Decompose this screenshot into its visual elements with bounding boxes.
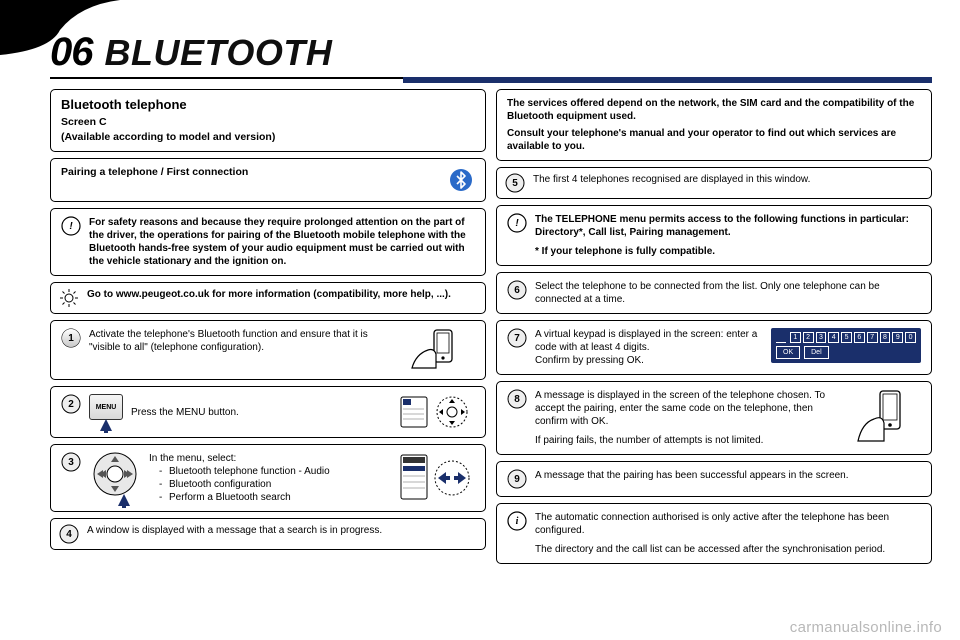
keypad-key[interactable]: 4 — [828, 332, 839, 343]
step-8b: If pairing fails, the number of attempts… — [535, 434, 835, 447]
footer-watermark: carmanualsonline.info — [790, 619, 942, 636]
step-8-box: 8 A message is displayed in the screen o… — [496, 381, 932, 455]
step-2-text: Press the MENU button. — [131, 406, 389, 419]
keypad-cursor — [776, 332, 786, 343]
step-7a: A virtual keypad is displayed in the scr… — [535, 328, 763, 354]
step-4-box: 4 A window is displayed with a message t… — [50, 518, 486, 550]
screen-menu-icon — [397, 394, 475, 430]
step-6-box: 6 Select the telephone to be connected f… — [496, 272, 932, 314]
intro-line1: Screen C — [61, 116, 475, 130]
step-7b: Confirm by pressing OK. — [535, 354, 763, 367]
step-3-box: 3 In the menu, select: Bluetooth telepho… — [50, 444, 486, 512]
safety-text: For safety reasons and because they requ… — [89, 216, 475, 268]
keypad-key[interactable]: 1 — [790, 332, 801, 343]
step-8a: A message is displayed in the screen of … — [535, 389, 835, 428]
keypad-key[interactable]: 3 — [816, 332, 827, 343]
page: 06 BLUETOOTH Bluetooth telephone Screen … — [0, 0, 960, 640]
virtual-keypad: 1 2 3 4 5 6 7 8 9 0 OK — [771, 328, 921, 363]
pairing-header-box: Pairing a telephone / First connection — [50, 158, 486, 202]
step-1-box: 1 Activate the telephone's Bluetooth fun… — [50, 320, 486, 380]
intro-title: Bluetooth telephone — [61, 97, 475, 114]
list-item: Perform a Bluetooth search — [159, 491, 389, 504]
list-item: Bluetooth telephone function - Audio — [159, 465, 389, 478]
step-badge-4: 4 — [59, 524, 79, 544]
nav-control-icon — [89, 452, 141, 504]
arrow-up-icon — [99, 419, 113, 433]
screen-list-icon — [397, 452, 475, 504]
step-6-text: Select the telephone to be connected fro… — [535, 280, 921, 306]
phone-hand-icon — [843, 389, 921, 445]
info-telephone-box: ! The TELEPHONE menu permits access to t… — [496, 205, 932, 266]
bluetooth-icon — [447, 166, 475, 194]
header-underline — [50, 77, 932, 83]
intro-line2: (Available according to model and versio… — [61, 131, 475, 145]
menu-button-label: MENU — [96, 403, 117, 412]
goto-text: Go to www.peugeot.co.uk for more informa… — [87, 288, 477, 301]
keypad-key[interactable]: 9 — [892, 332, 903, 343]
step-1-text: Activate the telephone's Bluetooth funct… — [89, 328, 389, 354]
keypad-key[interactable]: 0 — [905, 332, 916, 343]
list-item: Bluetooth configuration — [159, 478, 389, 491]
step-5-box: 5 The first 4 telephones recognised are … — [496, 167, 932, 199]
step-badge-8: 8 — [507, 389, 527, 409]
info-2a: The automatic connection authorised is o… — [535, 511, 921, 537]
step-badge-1: 1 — [61, 328, 81, 348]
keypad-key[interactable]: 8 — [880, 332, 891, 343]
safety-box: ! For safety reasons and because they re… — [50, 208, 486, 276]
goto-box: Go to www.peugeot.co.uk for more informa… — [50, 282, 486, 314]
keypad-del-button[interactable]: Del — [804, 346, 829, 359]
right-intro-box: The services offered depend on the netwo… — [496, 89, 932, 161]
step-badge-6: 6 — [507, 280, 527, 300]
step-badge-3: 3 — [61, 452, 81, 472]
step-badge-9: 9 — [507, 469, 527, 489]
exclaim-icon: ! — [507, 213, 527, 233]
right-intro-1: The services offered depend on the netwo… — [507, 97, 921, 123]
right-intro-2: Consult your telephone's manual and your… — [507, 127, 921, 153]
step-5-text: The first 4 telephones recognised are di… — [533, 173, 923, 186]
step-4-text: A window is displayed with a message tha… — [87, 524, 477, 537]
columns: Bluetooth telephone Screen C (Available … — [50, 89, 932, 613]
phone-hand-icon — [397, 328, 475, 372]
step-2-box: 2 MENU Press the MENU button. — [50, 386, 486, 438]
menu-button[interactable]: MENU — [89, 394, 123, 420]
info-1b: * If your telephone is fully compatible. — [535, 245, 921, 258]
right-column: The services offered depend on the netwo… — [496, 89, 932, 613]
info-auto-box: i The automatic connection authorised is… — [496, 503, 932, 564]
step-9-text: A message that the pairing has been succ… — [535, 469, 921, 482]
step-badge-7: 7 — [507, 328, 527, 348]
intro-box: Bluetooth telephone Screen C (Available … — [50, 89, 486, 152]
exclaim-icon: ! — [61, 216, 81, 236]
keypad-key[interactable]: 2 — [803, 332, 814, 343]
keypad-ok-button[interactable]: OK — [776, 346, 800, 359]
step-3-list: Bluetooth telephone function - Audio Blu… — [149, 465, 389, 504]
step-7-box: 7 A virtual keypad is displayed in the s… — [496, 320, 932, 375]
header-swoosh — [0, 0, 140, 60]
info-1a: The TELEPHONE menu permits access to the… — [535, 213, 921, 239]
info-2b: The directory and the call list can be a… — [535, 543, 921, 556]
pairing-header: Pairing a telephone / First connection — [61, 166, 439, 180]
step-badge-5: 5 — [505, 173, 525, 193]
keypad-key[interactable]: 6 — [854, 332, 865, 343]
sun-icon — [59, 288, 79, 308]
step-3-lead: In the menu, select: — [149, 452, 389, 465]
keypad-key[interactable]: 7 — [867, 332, 878, 343]
arrow-up-icon — [117, 494, 131, 508]
page-header: 06 BLUETOOTH — [50, 30, 932, 83]
info-icon: i — [507, 511, 527, 531]
step-9-box: 9 A message that the pairing has been su… — [496, 461, 932, 497]
keypad-key[interactable]: 5 — [841, 332, 852, 343]
left-column: Bluetooth telephone Screen C (Available … — [50, 89, 486, 613]
step-badge-2: 2 — [61, 394, 81, 414]
